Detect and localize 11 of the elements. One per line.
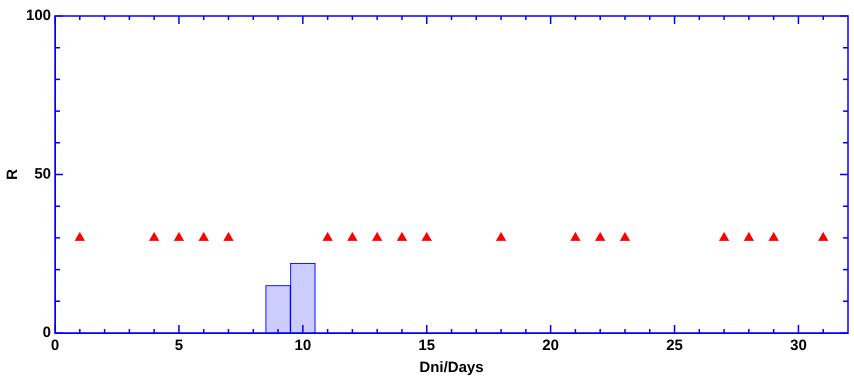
y-tick-label: 100 bbox=[26, 7, 52, 24]
x-tick-label: 20 bbox=[542, 337, 559, 354]
x-tick-label: 25 bbox=[666, 337, 683, 354]
x-axis-title: Dni/Days bbox=[419, 359, 484, 376]
x-tick-label: 30 bbox=[790, 337, 807, 354]
x-tick-label: 15 bbox=[418, 337, 436, 354]
y-tick-label: 50 bbox=[34, 166, 52, 183]
x-tick-label: 5 bbox=[174, 337, 184, 354]
y-axis-title: R bbox=[4, 168, 22, 180]
x-tick-label: 10 bbox=[294, 337, 312, 354]
y-tick-label: 0 bbox=[42, 324, 52, 342]
